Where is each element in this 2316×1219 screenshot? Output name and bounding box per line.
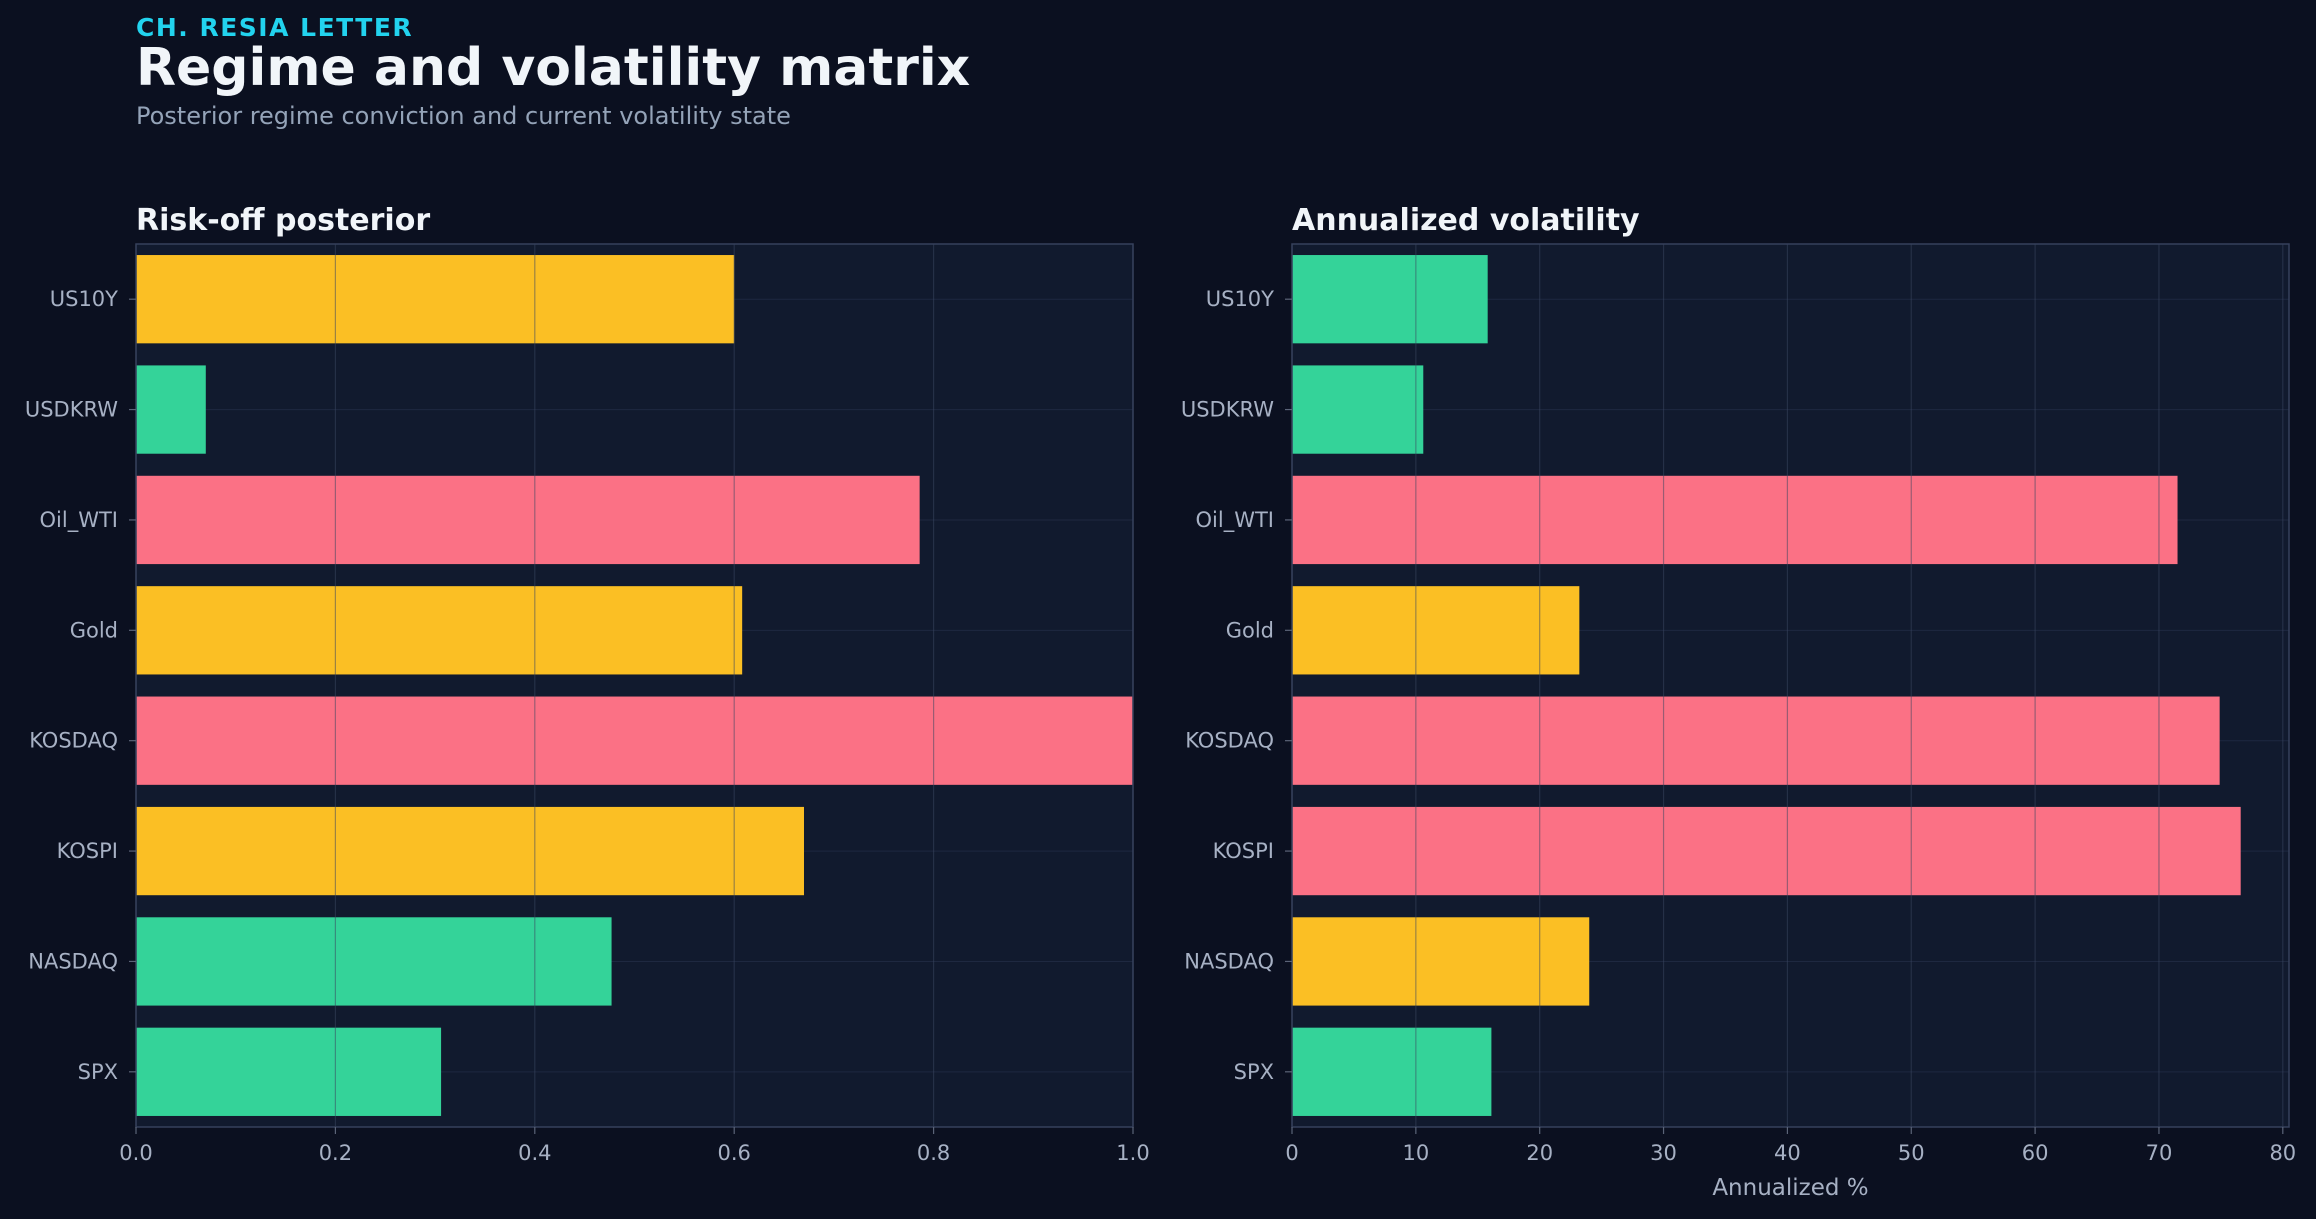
category-label: USDKRW — [25, 398, 118, 422]
kicker-label: CH. RESIA LETTER — [136, 13, 414, 42]
x-tick-label: 50 — [1898, 1141, 1925, 1165]
x-tick-label: 70 — [2146, 1141, 2173, 1165]
category-label: Gold — [1226, 618, 1274, 642]
bar-kosdaq — [1292, 696, 2220, 785]
bar-spx — [136, 1027, 442, 1116]
bar-nasdaq — [136, 917, 612, 1006]
annualized-volatility-chart: Annualized volatility US10Y USDKRW Oil_WTI G… — [1181, 203, 2296, 1201]
bar-usdkrw — [1292, 365, 1424, 454]
category-label: Gold — [70, 618, 118, 642]
page-title: Regime and volatility matrix — [136, 38, 971, 98]
x-tick-label: 20 — [1526, 1141, 1553, 1165]
category-label: KOSDAQ — [29, 729, 118, 753]
x-tick-label: 0.6 — [717, 1141, 750, 1165]
category-label: US10Y — [50, 287, 118, 311]
category-label: KOSPI — [1213, 839, 1274, 863]
bar-kosdaq — [136, 696, 1133, 785]
bar-oil-wti — [1292, 475, 2178, 565]
x-tick-label: 1.0 — [1116, 1141, 1149, 1165]
plot-frame — [1291, 243, 2290, 1128]
bar-gold — [136, 586, 743, 675]
x-tick-label: 10 — [1402, 1141, 1429, 1165]
category-label: NASDAQ — [1184, 949, 1274, 973]
bar-spx — [1292, 1027, 1492, 1116]
category-label: KOSPI — [57, 839, 118, 863]
category-label: US10Y — [1206, 287, 1274, 311]
category-label: SPX — [1234, 1060, 1274, 1084]
bar-kospi — [1292, 806, 2241, 896]
x-tick-label: 0.4 — [518, 1141, 551, 1165]
x-axis-label: Annualized % — [1712, 1175, 1868, 1201]
bar-gold — [1292, 586, 1580, 675]
bar-kospi — [136, 806, 804, 896]
category-label: Oil_WTI — [1196, 508, 1274, 533]
category-label: Oil_WTI — [40, 508, 118, 533]
bar-us10y — [136, 255, 735, 344]
category-label: NASDAQ — [28, 949, 118, 973]
x-tick-label: 0.8 — [917, 1141, 950, 1165]
bar-nasdaq — [1292, 917, 1590, 1006]
category-label: KOSDAQ — [1185, 729, 1274, 753]
x-tick-label: 0.0 — [119, 1141, 152, 1165]
risk-off-posterior-chart: Risk-off posterior US10Y USDKRW Oil_WTI Gold… — [25, 203, 1150, 1165]
x-tick-label: 60 — [2022, 1141, 2049, 1165]
x-tick-label: 0 — [1285, 1141, 1298, 1165]
bar-usdkrw — [136, 365, 206, 454]
bar-us10y — [1292, 255, 1488, 344]
x-tick-label: 80 — [2269, 1141, 2296, 1165]
chart-title: Risk-off posterior — [136, 203, 430, 238]
x-tick-label: 0.2 — [319, 1141, 352, 1165]
category-label: SPX — [78, 1060, 118, 1084]
category-label: USDKRW — [1181, 398, 1274, 422]
bar-oil-wti — [136, 475, 920, 565]
x-tick-label: 30 — [1650, 1141, 1677, 1165]
x-tick-label: 40 — [1774, 1141, 1801, 1165]
page-subtitle: Posterior regime conviction and current … — [136, 102, 791, 130]
chart-title: Annualized volatility — [1292, 203, 1640, 238]
plot-frame — [135, 243, 1134, 1128]
